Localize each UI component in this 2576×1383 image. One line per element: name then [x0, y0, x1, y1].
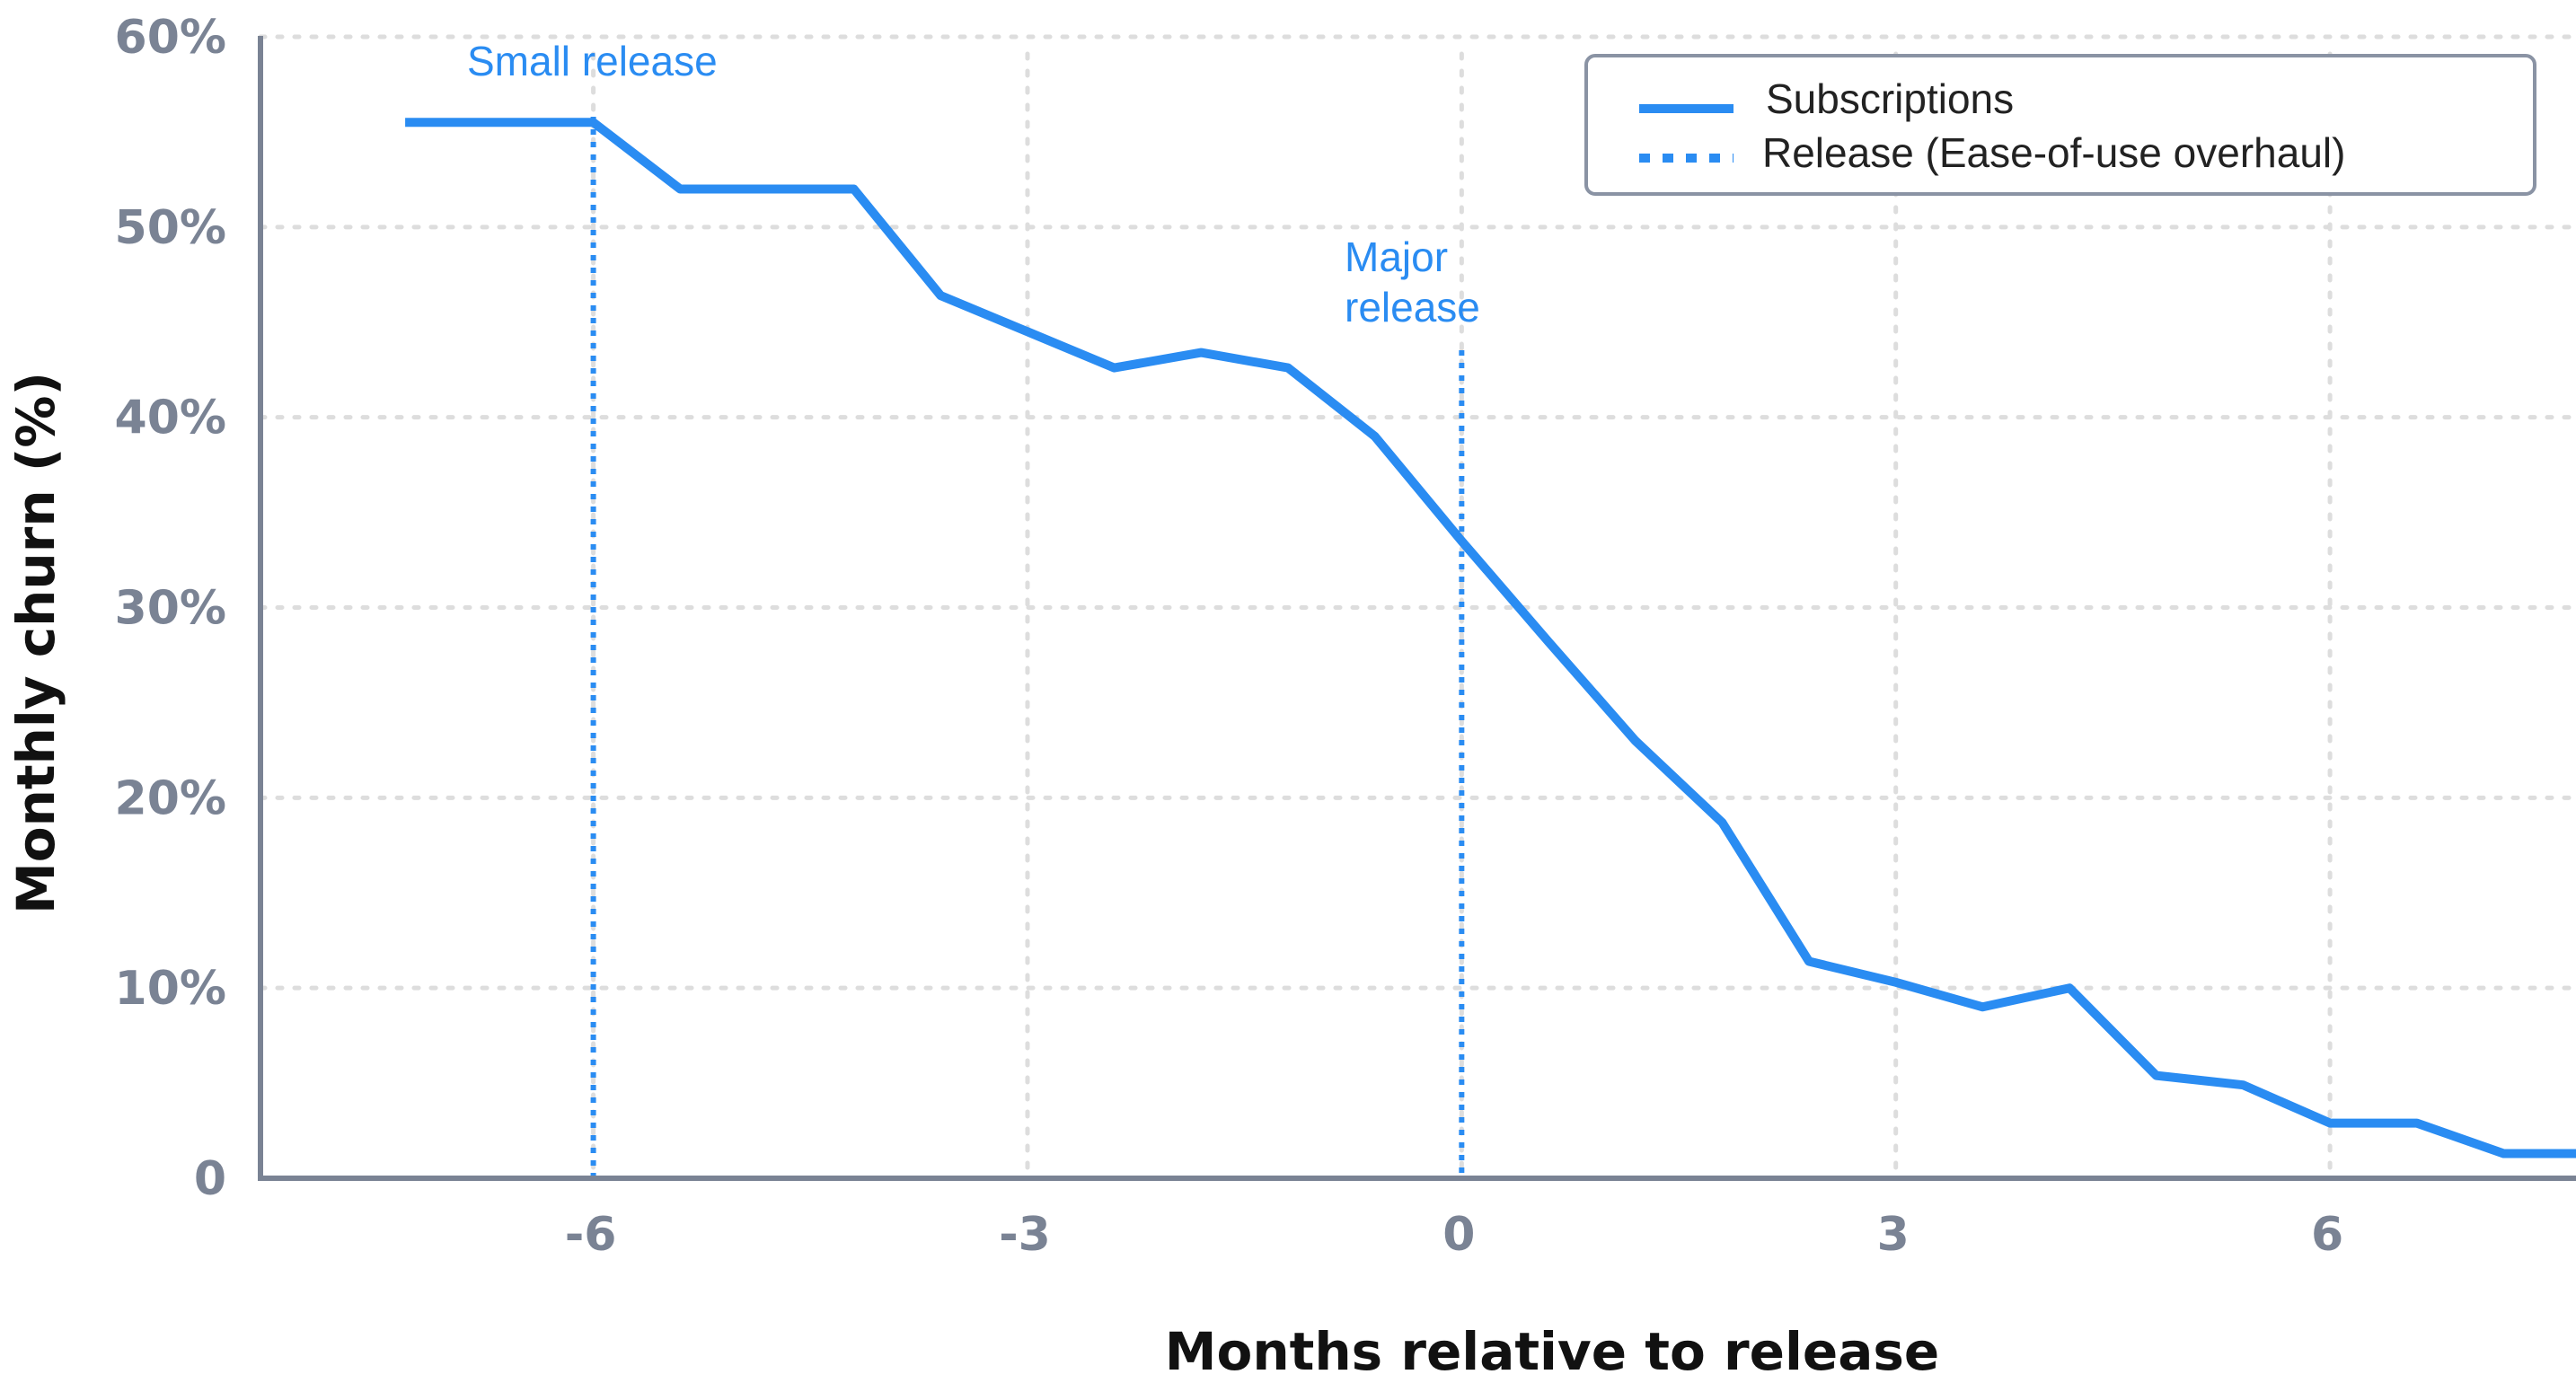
- release-lines: [590, 117, 1465, 1178]
- series-layer: [405, 118, 2576, 1158]
- legend-subscriptions-label: Subscriptions: [1766, 75, 2014, 122]
- y-tick-label: 40%: [115, 392, 226, 445]
- legend-release-label: Release (Ease-of-use overhaul): [1762, 129, 2345, 176]
- annotation-small-release: Small release: [467, 38, 718, 84]
- annotation-major-release-line1: Major: [1345, 233, 1448, 280]
- legend: Subscriptions Release (Ease-of-use overh…: [1584, 54, 2536, 196]
- y-tick-label: 20%: [115, 771, 226, 825]
- annotation-major-release-line2: release: [1345, 284, 1480, 330]
- x-tick-label: -3: [999, 1208, 1051, 1262]
- y-tick-label: 10%: [115, 962, 226, 1016]
- y-axis-title: Monthly churn (%): [5, 372, 66, 914]
- legend-box: [1584, 54, 2536, 196]
- axes: [258, 36, 2576, 1181]
- x-tick-label: 3: [1877, 1208, 1910, 1262]
- x-tick-label: -6: [565, 1208, 617, 1262]
- x-axis-title: Months relative to release: [1165, 1321, 1939, 1382]
- y-tick-label: 30%: [115, 582, 226, 636]
- y-tick-label: 60%: [115, 11, 226, 65]
- y-tick-label: 0: [194, 1152, 226, 1206]
- grid-layer: [258, 34, 2576, 1181]
- tick-labels: 0 10% 20% 30% 40% 50% 60% -6 -3 0 3 6: [115, 11, 2344, 1262]
- x-tick-label: 6: [2311, 1208, 2343, 1262]
- y-tick-label: 50%: [115, 201, 226, 255]
- x-tick-label: 0: [1442, 1208, 1475, 1262]
- series-line-subscriptions: [405, 118, 2576, 1158]
